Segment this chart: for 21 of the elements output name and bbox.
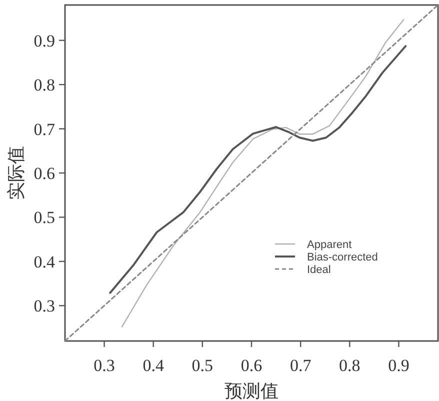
x-tick-label: 0.3 [94,356,115,375]
y-tick-label: 0.3 [34,296,55,316]
x-tick-label: 0.8 [339,356,360,375]
legend-label: Bias-corrected [307,252,378,264]
y-tick-label: 0.6 [34,164,55,183]
x-tick-label: 0.5 [192,356,214,375]
y-tick-label: 0.9 [34,31,55,50]
x-tick-label: 0.6 [240,356,262,375]
y-tick-label: 0.8 [34,76,55,95]
legend-label: Ideal [307,264,331,276]
x-tick-label: 0.4 [142,356,164,375]
y-tick-label: 0.4 [34,252,56,272]
x-tick-label: 0.9 [388,356,410,375]
y-axis-title: 实际值 [6,146,26,200]
y-tick-label: 0.7 [34,120,56,139]
line-series [121,18,404,328]
x-axis-title: 预测值 [224,381,278,401]
y-tick-label: 0.5 [34,208,55,228]
x-tick-label: 0.7 [290,356,312,375]
legend-label: Apparent [307,239,352,251]
line-series [109,45,407,294]
